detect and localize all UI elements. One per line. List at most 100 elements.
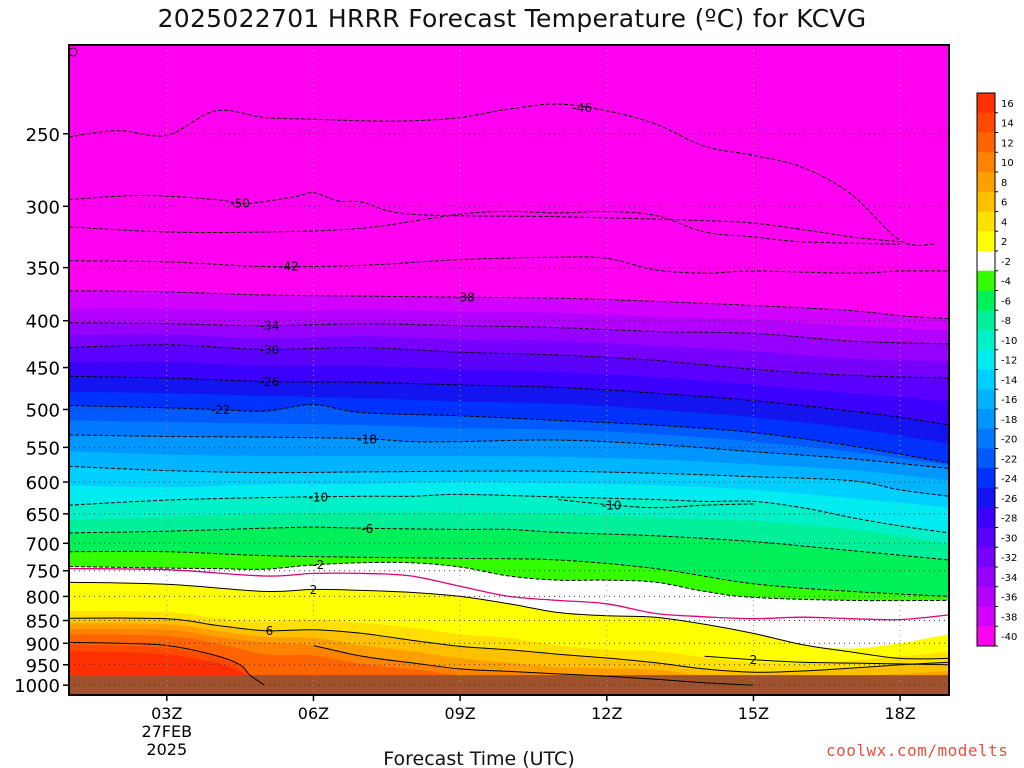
colorbar-swatch (977, 310, 995, 331)
contour-label: -42 (279, 260, 299, 274)
contour-label: 2 (310, 583, 318, 597)
source-credit: coolwx.com/modelts (826, 741, 1009, 760)
contour-line (69, 256, 949, 274)
colorbar-swatch (977, 626, 995, 647)
contour-label: -10 (602, 498, 622, 512)
contour-line (69, 641, 265, 686)
chart-title: 2025022701 HRRR Forecast Temperature (ºC… (157, 4, 867, 33)
x-axis-label: Forecast Time (UTC) (383, 748, 574, 768)
colorbar-swatch (977, 93, 995, 114)
x-tick-label: 06Z (298, 704, 329, 723)
contour-label: -26 (260, 375, 280, 389)
y-tick-label: 400 (26, 312, 60, 333)
y-tick-label: 450 (26, 359, 60, 380)
colorbar-swatch (977, 330, 995, 351)
contour-label: -22 (211, 403, 231, 417)
y-tick-label: 300 (26, 197, 60, 218)
colorbar-label: -8 (1001, 316, 1011, 327)
contour-label: -6 (361, 522, 373, 536)
y-tick-label: 750 (26, 562, 60, 583)
colorbar-swatch (977, 191, 995, 212)
y-tick-label: 900 (26, 634, 60, 655)
colorbar-swatch (977, 488, 995, 509)
colorbar-label: -12 (1001, 356, 1017, 367)
contour-line (69, 493, 949, 534)
colorbar-swatch (977, 251, 995, 272)
colorbar-label: -20 (1001, 435, 1017, 446)
contour-line (69, 617, 949, 673)
colorbar-label: 14 (1001, 119, 1014, 130)
contour-label: 2 (750, 653, 758, 667)
contour-line (69, 465, 949, 497)
colorbar-swatch (977, 507, 995, 528)
colorbar-label: 6 (1001, 198, 1007, 209)
colorbar-swatch (977, 152, 995, 173)
y-tick-label: 350 (26, 259, 60, 280)
colorbar-label: -26 (1001, 494, 1017, 505)
colorbar-swatch (977, 349, 995, 370)
colorbar-swatch (977, 231, 995, 252)
colorbar-label: 8 (1001, 178, 1007, 189)
colorbar-label: -6 (1001, 296, 1011, 307)
colorbar-swatch (977, 448, 995, 469)
y-tick-label: 500 (26, 400, 60, 421)
colorbar-label: -40 (1001, 632, 1017, 643)
contour-line (69, 210, 901, 245)
colorbar-swatch (977, 290, 995, 311)
y-tick-label: 600 (26, 473, 60, 494)
y-tick-label: 950 (26, 656, 60, 677)
colorbar-label: -2 (1001, 257, 1011, 268)
contour-line (69, 581, 949, 660)
contour-line (69, 103, 935, 246)
colorbar-label: 4 (1001, 217, 1007, 228)
colorbar-label: -16 (1001, 395, 1017, 406)
x-tick-label: 15Z (738, 704, 769, 723)
colorbar-swatch (977, 527, 995, 548)
x-tick-label: 12Z (591, 704, 622, 723)
contour-label: -38 (455, 291, 475, 305)
colorbar-swatch (977, 211, 995, 232)
x-tick-label: 03Z (151, 704, 182, 723)
colorbar-label: -34 (1001, 573, 1017, 584)
colorbar-label: -30 (1001, 533, 1017, 544)
colorbar-swatch (977, 606, 995, 627)
contour-label: -30 (260, 343, 280, 357)
freezing-line (69, 567, 949, 621)
x-tick-label: 18Z (884, 704, 915, 723)
contour-line (69, 550, 949, 597)
y-tick-label: 700 (26, 534, 60, 555)
colorbar-label: -38 (1001, 612, 1017, 623)
contour-label: -50 (230, 196, 250, 210)
colorbar-label: 12 (1001, 138, 1014, 149)
colorbar-label: -14 (1001, 375, 1017, 386)
contour-label: -34 (260, 319, 280, 333)
colorbar-swatch (977, 567, 995, 588)
colorbar-swatch (977, 547, 995, 568)
colorbar-swatch (977, 586, 995, 607)
colorbar-label: -28 (1001, 514, 1017, 525)
colorbar-swatch (977, 132, 995, 153)
y-tick-label: 1000 (14, 676, 60, 697)
contour-label: -10 (309, 490, 329, 504)
colorbar-label: -32 (1001, 553, 1017, 564)
ground-area (69, 675, 949, 695)
x-date-label: 2025 (146, 740, 187, 759)
contour-line (313, 645, 754, 686)
contour-line (69, 322, 949, 345)
contour-line (69, 404, 949, 464)
y-tick-label: 850 (26, 612, 60, 633)
y-tick-label: 250 (26, 125, 60, 146)
contour-line (69, 375, 949, 426)
x-date-label: 27FEB (141, 722, 192, 741)
colorbar-swatch (977, 428, 995, 449)
colorbar-swatch (977, 369, 995, 390)
colorbar-swatch (977, 468, 995, 489)
colorbar-swatch (977, 270, 995, 291)
colorbar-swatch (977, 172, 995, 193)
colorbar-label: -36 (1001, 593, 1017, 604)
contour-label: -46 (573, 101, 593, 115)
colorbar-label: -22 (1001, 454, 1017, 465)
contour-line (557, 499, 754, 509)
contour-label: -2 (312, 558, 324, 572)
colorbar-label: 16 (1001, 99, 1014, 110)
